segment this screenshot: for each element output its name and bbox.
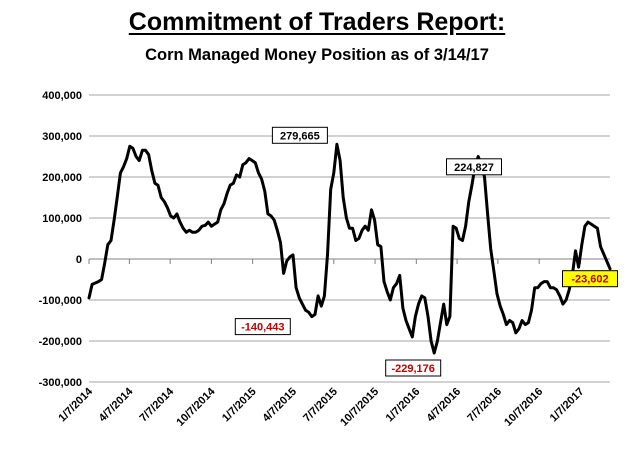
y-tick-label: 400,000: [42, 90, 82, 102]
annotation-callout: 279,665: [271, 126, 328, 144]
series-line: [87, 142, 612, 355]
x-tick-label: 1/7/2017: [548, 386, 587, 425]
x-tick-label: 10/7/2016: [502, 386, 545, 429]
x-tick-label: 4/7/2016: [424, 386, 463, 425]
x-axis-ticks: [88, 258, 610, 264]
annotation-callout: -140,443: [234, 318, 291, 336]
annotation-box: [446, 158, 502, 176]
annotation-box: [562, 270, 618, 288]
annotation-box: [234, 318, 291, 336]
x-tick-label: 4/7/2015: [260, 386, 299, 425]
annotation-label: -23,602: [571, 274, 608, 286]
x-tick-label: 7/7/2016: [465, 386, 504, 425]
y-tick-label: 100,000: [42, 213, 82, 225]
annotation-label: -229,176: [391, 363, 434, 375]
y-tick-label: 200,000: [42, 172, 82, 184]
series-lines: [87, 142, 612, 355]
y-tick-label: -300,000: [39, 377, 82, 389]
gridlines: [89, 94, 610, 383]
annotation-label: 279,665: [280, 130, 320, 142]
y-tick-label: 300,000: [42, 131, 82, 143]
annotation-box: [271, 126, 328, 144]
y-tick-label: -100,000: [39, 295, 82, 307]
y-axis-tick-labels: 400,000 300,000 200,000 100,000 0 -100,000 -20…: [39, 90, 82, 389]
chart-title: Commitment of Traders Report:: [128, 8, 506, 36]
x-tick-label: 7/7/2014: [138, 385, 177, 424]
annotations: 279,665 -140,443 -229,176 224,827 -23,602: [234, 126, 618, 377]
annotation-label: -140,443: [241, 322, 284, 334]
x-tick-label: 10/7/2015: [338, 386, 381, 429]
annotation-label: 224,827: [454, 162, 494, 174]
annotation-callout: -23,602: [562, 270, 618, 288]
y-tick-label: 0: [76, 254, 82, 266]
x-tick-label: 10/7/2014: [174, 385, 218, 429]
y-tick-label: -200,000: [39, 336, 82, 348]
annotation-callout: -229,176: [385, 359, 442, 377]
x-tick-label: 4/7/2014: [97, 385, 136, 424]
annotation-callout: 224,827: [446, 158, 502, 176]
chart-subtitle: Corn Managed Money Position as of 3/14/1…: [145, 46, 489, 64]
x-tick-label: 1/7/2015: [220, 386, 259, 425]
x-tick-label: 7/7/2015: [301, 386, 340, 425]
x-tick-label: 1/7/2016: [384, 386, 423, 425]
annotation-box: [385, 359, 442, 377]
x-tick-label: 1/7/2014: [56, 385, 95, 424]
